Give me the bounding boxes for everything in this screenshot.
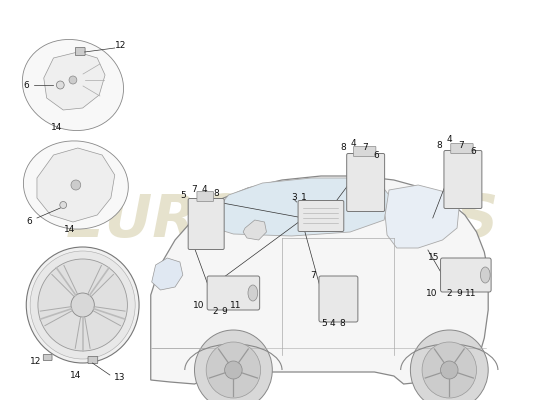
Polygon shape [243,220,266,240]
Text: 6: 6 [26,216,32,226]
Circle shape [422,342,476,398]
Text: 8: 8 [340,144,346,152]
FancyBboxPatch shape [346,154,384,212]
FancyBboxPatch shape [197,192,213,202]
Text: 6: 6 [471,148,476,156]
Text: 5: 5 [180,190,186,200]
Text: 4: 4 [447,136,452,144]
FancyBboxPatch shape [75,48,85,56]
Text: 8: 8 [437,140,442,150]
Text: 4: 4 [350,138,356,148]
Circle shape [38,259,128,351]
FancyBboxPatch shape [444,150,482,208]
Polygon shape [44,52,105,110]
FancyBboxPatch shape [298,200,344,232]
Text: 4: 4 [201,186,207,194]
Text: a passion for performance: a passion for performance [173,259,392,277]
Ellipse shape [480,267,490,283]
Circle shape [26,247,139,363]
Text: 2: 2 [212,308,218,316]
FancyBboxPatch shape [319,276,358,322]
Text: 14: 14 [51,124,62,132]
FancyBboxPatch shape [43,354,52,360]
Polygon shape [37,148,115,222]
FancyBboxPatch shape [354,146,376,156]
Circle shape [57,81,64,89]
FancyBboxPatch shape [188,198,224,250]
Text: 14: 14 [70,370,81,380]
Circle shape [69,76,77,84]
Circle shape [71,293,95,317]
Text: 13: 13 [114,372,125,382]
Circle shape [30,251,135,359]
Circle shape [71,180,81,190]
Polygon shape [204,178,389,236]
Ellipse shape [24,141,128,229]
Text: 5: 5 [321,320,327,328]
Text: 12: 12 [30,358,42,366]
Text: 14: 14 [64,226,76,234]
Circle shape [60,202,67,208]
FancyBboxPatch shape [88,356,98,364]
Text: 15: 15 [428,254,439,262]
Text: 7: 7 [362,144,367,152]
Text: 1: 1 [300,192,306,202]
Ellipse shape [23,40,124,130]
Circle shape [410,330,488,400]
Text: 10: 10 [426,290,438,298]
Text: 3: 3 [291,192,296,202]
Ellipse shape [248,285,258,301]
Text: 2: 2 [447,290,452,298]
Circle shape [195,330,272,400]
Text: 12: 12 [115,42,126,50]
Text: 8: 8 [213,188,219,198]
Text: 10: 10 [192,300,204,310]
Circle shape [441,361,458,379]
Text: EUROSPARES: EUROSPARES [65,192,499,248]
Circle shape [224,361,242,379]
Text: 6: 6 [373,150,379,160]
Polygon shape [385,185,459,248]
Polygon shape [151,176,488,384]
Text: 9: 9 [222,308,228,316]
Text: 11: 11 [229,300,241,310]
Text: 4: 4 [330,320,336,328]
Text: 6: 6 [24,80,29,90]
Text: 11: 11 [465,290,476,298]
Circle shape [206,342,261,398]
Text: 8: 8 [339,320,345,328]
FancyBboxPatch shape [207,276,260,310]
Polygon shape [152,258,183,290]
Text: 7: 7 [191,186,197,194]
Text: 9: 9 [456,290,462,298]
FancyBboxPatch shape [451,144,473,154]
FancyBboxPatch shape [441,258,491,292]
Text: 7: 7 [310,270,316,280]
Text: 7: 7 [458,140,464,150]
